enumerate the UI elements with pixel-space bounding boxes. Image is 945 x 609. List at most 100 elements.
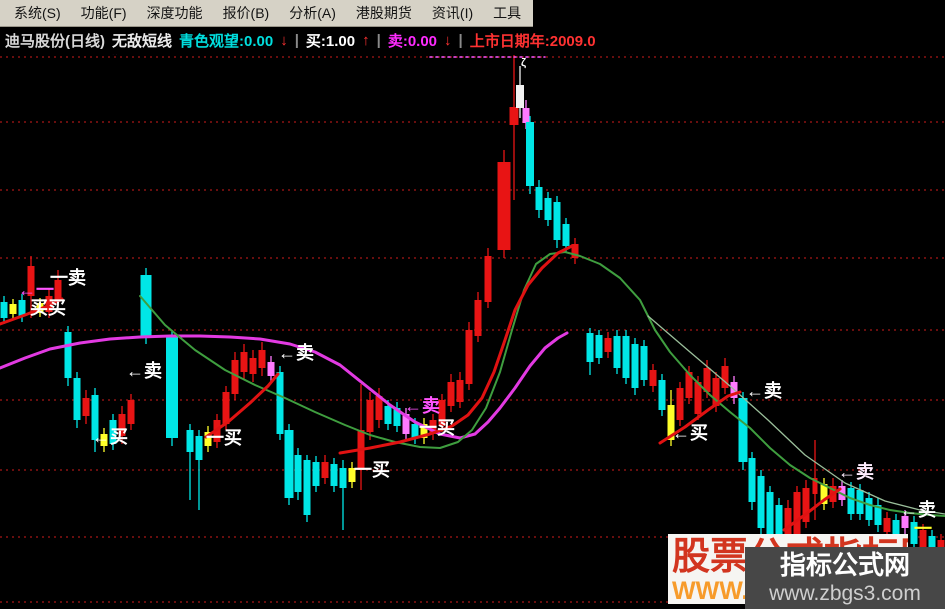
watermark-gray-box: 指标公式网 www.zbgs3.com [745, 547, 945, 609]
candle-body-down [865, 498, 873, 520]
candle-body-up [604, 338, 612, 352]
candle-body-up [321, 462, 329, 478]
candle-body-up [258, 350, 266, 368]
candle-body-up [231, 360, 239, 394]
candle-body-up [784, 508, 792, 540]
candle-body-down [73, 378, 81, 420]
candle-body-down [109, 420, 117, 444]
menu-item-2[interactable]: 功能(F) [80, 5, 127, 21]
buy-signal-label: 一买 [206, 428, 242, 448]
candle-body-up [249, 358, 257, 374]
candle-body-signal [522, 108, 530, 123]
candle-body-up [54, 280, 62, 300]
sell-signal-label: ←卖 [404, 395, 440, 416]
candle-body-down [339, 468, 347, 488]
candle-body-up [240, 352, 248, 372]
buy-signal-label: 买买 [30, 298, 66, 318]
menu-item-8[interactable]: 工具 [493, 5, 522, 21]
sell-signal-label: ←卖 [746, 380, 782, 401]
candle-body-down [330, 464, 338, 486]
menu-item-5[interactable]: 分析(A) [289, 5, 336, 21]
sell-signal-label: 一卖 [50, 267, 86, 288]
info-segment-12: 上市日期年:2009.0 [469, 33, 596, 50]
candle-body-up [793, 492, 801, 538]
info-separator: | [294, 32, 299, 49]
candle-body-up [802, 488, 810, 522]
candle-body-down [847, 488, 855, 514]
indicator-info-bar: 迪马股份(日线) 无敌短线 青色观望:0.00 ↓ | 买:1.00 ↑ | 卖:0.00 ↓ | 上… [0, 27, 945, 54]
candle-body-down [91, 395, 99, 440]
candle-body-up [919, 530, 927, 552]
candle-body-up [456, 380, 464, 402]
sell-signal-label: ←卖 [838, 461, 874, 482]
watermark-gray-url: www.zbgs3.com [769, 582, 921, 605]
chart-mark: ζ [521, 57, 526, 69]
menu-item-4[interactable]: 报价(B) [222, 5, 270, 21]
candle-body-signal [901, 516, 909, 528]
candle-body-up [676, 388, 684, 420]
indicator-red-5 [782, 487, 842, 532]
candle-body-up [703, 368, 711, 392]
candle-body-down [393, 408, 401, 426]
sell-signal-label: ←卖 [126, 360, 162, 381]
candle-body-up [82, 398, 90, 416]
candle-body-up [447, 382, 455, 406]
candle-body-down [874, 505, 882, 525]
candle-body-up [366, 400, 374, 432]
candle-body-up [497, 162, 511, 250]
candle-body-signal [204, 432, 212, 446]
candle-body-down [595, 335, 603, 358]
chart-mark: ←一 [18, 280, 54, 300]
candle-body-signal [348, 468, 356, 482]
candle-body-up [375, 396, 383, 420]
candle-body-up [812, 478, 818, 494]
candle-body-down [748, 458, 756, 502]
info-separator: | [376, 32, 381, 49]
info-segment-6: 买:1.00 [305, 33, 356, 50]
sell-signal-label: ←卖 [278, 342, 314, 363]
candle-body-signal [402, 414, 410, 434]
candle-body-up [474, 300, 482, 336]
candle-body-up [509, 107, 519, 125]
candle-body-down [186, 430, 194, 452]
candle-body-down [544, 198, 552, 220]
info-segment-10: ↓ [444, 32, 452, 49]
candle-body-up [118, 414, 126, 436]
candle-body-up [484, 256, 492, 302]
candle-body-down [613, 336, 621, 368]
candle-body-signal [9, 304, 17, 314]
candle-body-down [738, 398, 748, 462]
buy-signal-label: 一买 [354, 460, 390, 480]
buy-signal-label: ←买 [672, 423, 708, 443]
indicator-red-1 [0, 297, 64, 326]
info-segment-9: 卖:0.00 [387, 33, 438, 50]
menu-item-6[interactable]: 港股期货 [355, 5, 412, 21]
candle-body-down [892, 520, 900, 540]
candle-body-down [631, 344, 639, 388]
candle-body-down [553, 202, 561, 240]
menu-item-7[interactable]: 资讯(I) [431, 5, 474, 21]
candle-body-down [535, 187, 543, 210]
candle-body-down [18, 300, 26, 316]
info-segment-7: ↑ [362, 32, 370, 49]
candle-body-down [640, 346, 648, 380]
candle-body-down [757, 476, 765, 528]
candle-body-down [526, 122, 534, 186]
menu-bar: 系统(S) 功能(F) 深度功能 报价(B) 分析(A) 港股期货 资讯(I) 工具 [0, 0, 533, 27]
menu-item-1[interactable]: 系统(S) [14, 5, 61, 21]
candle-body-up [649, 370, 657, 386]
indicator-red-4 [658, 390, 742, 445]
candle-body-down [64, 332, 72, 378]
candle-body-up [712, 378, 720, 406]
info-segment-4: ↓ [280, 32, 288, 49]
watermark-gray-title: 指标公式网 [779, 550, 910, 580]
info-segment-3: 青色观望:0.00 [179, 33, 274, 50]
menu-item-3[interactable]: 深度功能 [146, 5, 203, 21]
candle-body-down [775, 505, 783, 540]
candle-body-down [0, 302, 8, 318]
candle-body-up [438, 400, 446, 426]
candle-body-signal [267, 362, 275, 376]
candle-body-down [312, 462, 320, 486]
candle-body-down [303, 460, 311, 515]
